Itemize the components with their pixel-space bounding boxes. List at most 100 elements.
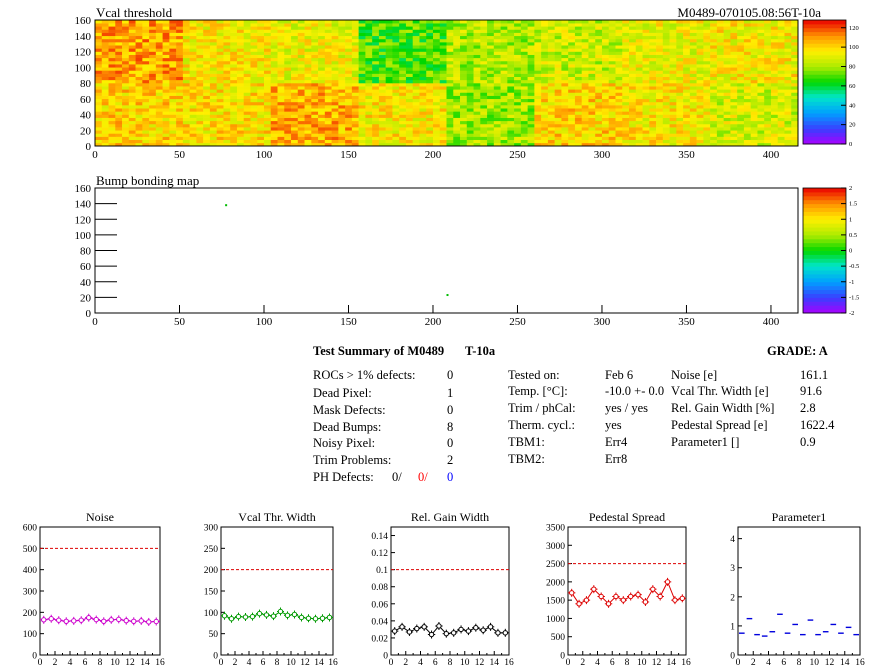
x-tick-label: 200: [425, 316, 442, 328]
threshold-pixel: [236, 92, 245, 96]
threshold-pixel: [574, 92, 582, 96]
threshold-pixel: [696, 105, 704, 109]
threshold-pixel: [122, 38, 130, 43]
threshold-pixel: [169, 64, 177, 68]
threshold-pixel: [588, 127, 596, 131]
threshold-pixel: [466, 42, 474, 46]
threshold-pixel: [608, 48, 616, 52]
threshold-pixel: [777, 130, 785, 134]
threshold-pixel: [446, 133, 454, 137]
threshold-pixel: [155, 70, 163, 74]
threshold-pixel: [365, 120, 373, 125]
threshold-pixel: [399, 98, 407, 103]
threshold-pixel: [642, 73, 650, 77]
threshold-pixel: [480, 130, 488, 134]
threshold-pixel: [642, 32, 650, 37]
threshold-pixel: [473, 111, 481, 115]
data-point: [326, 614, 333, 621]
threshold-pixel: [676, 60, 684, 65]
threshold-pixel: [676, 79, 684, 84]
data-point: [679, 595, 686, 602]
threshold-pixel: [338, 64, 346, 68]
threshold-pixel: [710, 98, 718, 103]
threshold-pixel: [588, 38, 596, 43]
threshold-pixel: [196, 105, 204, 109]
threshold-pixel: [710, 101, 718, 106]
threshold-pixel: [541, 38, 549, 43]
threshold-pixel: [770, 108, 779, 112]
threshold-pixel: [216, 35, 224, 40]
threshold-pixel: [662, 130, 670, 134]
threshold-pixel: [196, 133, 204, 137]
threshold-pixel: [385, 92, 393, 96]
threshold-pixel: [642, 86, 650, 90]
threshold-pixel: [135, 73, 143, 77]
threshold-pixel: [750, 73, 758, 77]
threshold-pixel: [426, 130, 434, 134]
threshold-pixel: [216, 92, 224, 96]
threshold-pixel: [791, 117, 799, 122]
threshold-pixel: [324, 67, 332, 71]
threshold-pixel: [656, 54, 664, 59]
threshold-pixel: [122, 130, 130, 134]
threshold-pixel: [176, 86, 184, 90]
threshold-pixel: [716, 29, 724, 33]
threshold-pixel: [399, 83, 407, 87]
threshold-pixel: [703, 105, 711, 109]
x-tick-label: 8: [625, 658, 630, 668]
data-point: [473, 624, 479, 631]
threshold-pixel: [169, 133, 177, 137]
threshold-pixel: [629, 67, 637, 71]
threshold-pixel: [324, 95, 332, 100]
threshold-pixel: [777, 51, 785, 55]
threshold-pixel: [257, 86, 265, 90]
threshold-pixel: [601, 127, 610, 131]
threshold-pixel: [216, 133, 224, 137]
threshold-pixel: [669, 29, 677, 33]
threshold-pixel: [196, 92, 204, 96]
threshold-pixel: [514, 79, 522, 84]
y-tick-label: 1000: [546, 615, 565, 625]
threshold-pixel: [230, 64, 238, 68]
threshold-pixel: [142, 83, 150, 87]
threshold-pixel: [561, 73, 569, 77]
threshold-pixel: [196, 117, 204, 122]
threshold-pixel: [189, 139, 197, 144]
threshold-pixel: [791, 29, 799, 33]
threshold-pixel: [791, 92, 799, 96]
threshold-pixel: [770, 26, 779, 30]
threshold-pixel: [162, 123, 170, 128]
threshold-pixel: [514, 108, 522, 112]
threshold-pixel: [412, 98, 420, 103]
threshold-pixel: [243, 45, 251, 49]
threshold-pixel: [439, 142, 447, 147]
threshold-pixel: [683, 117, 691, 122]
threshold-pixel: [777, 73, 785, 77]
threshold-pixel: [128, 48, 136, 52]
threshold-pixel: [750, 123, 758, 128]
threshold-pixel: [169, 76, 177, 81]
threshold-pixel: [385, 133, 393, 137]
threshold-pixel: [304, 20, 312, 24]
threshold-pixel: [547, 101, 555, 106]
threshold-pixel: [318, 73, 326, 77]
threshold-pixel: [635, 23, 643, 27]
threshold-pixel: [419, 60, 427, 65]
threshold-pixel: [331, 105, 339, 109]
threshold-pixel: [412, 60, 420, 65]
threshold-pixel: [311, 38, 319, 43]
data-point: [399, 624, 405, 630]
threshold-pixel: [223, 35, 231, 40]
threshold-pixel: [615, 32, 623, 37]
threshold-pixel: [514, 130, 522, 134]
threshold-pixel: [284, 64, 292, 68]
threshold-pixel: [257, 54, 265, 59]
threshold-pixel: [547, 136, 555, 140]
threshold-pixel: [460, 142, 468, 147]
threshold-pixel: [311, 70, 319, 74]
threshold-pixel: [534, 51, 542, 55]
threshold-pixel: [493, 95, 501, 100]
threshold-pixel: [263, 70, 272, 74]
threshold-pixel: [419, 42, 427, 46]
threshold-pixel: [311, 42, 319, 46]
